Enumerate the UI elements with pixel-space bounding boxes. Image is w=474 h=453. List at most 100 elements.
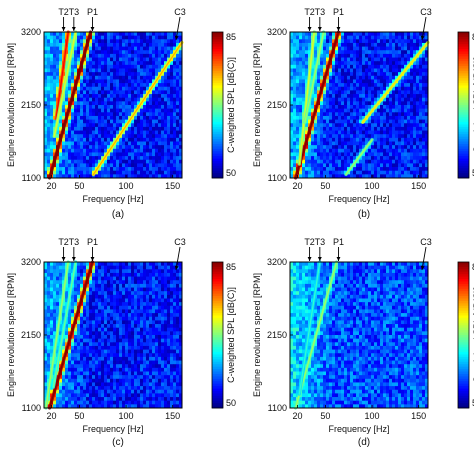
marker-p1: P1: [333, 237, 344, 261]
marker-arrow-head: [61, 26, 66, 31]
marker-t3: T3: [315, 237, 326, 261]
marker-t2: T2: [58, 7, 69, 31]
marker-label: T3: [69, 237, 80, 247]
y-axis-label: Engine revolution speed [RPM]: [6, 43, 16, 167]
colorbar: 50 85 C-weighted SPL [dB(C)]: [211, 261, 236, 409]
order-line-core-3: [52, 261, 77, 388]
order-line-core-2: [298, 31, 315, 165]
marker-label: T2: [58, 237, 69, 247]
marker-t3: T3: [69, 7, 80, 31]
marker-t2: T2: [304, 7, 315, 31]
y-tick-label: 3200: [21, 27, 41, 37]
x-tick-label: 50: [320, 411, 330, 421]
marker-arrow-head: [317, 256, 322, 261]
marker-label: C3: [174, 237, 186, 247]
colorbar-tick-label: 85: [226, 32, 236, 42]
marker-arrow-head: [174, 35, 179, 40]
x-tick-label: 50: [74, 181, 84, 191]
marker-label: T3: [69, 7, 80, 17]
marker-arrow-head: [420, 265, 425, 270]
marker-arrow-head: [61, 256, 66, 261]
order-line-core-4: [92, 41, 183, 176]
colorbar-tick-label: 50: [472, 168, 474, 178]
colorbar-tick-label: 85: [226, 262, 236, 272]
x-tick-label: 100: [365, 411, 380, 421]
colorbar: 50 85 C-weighted SPL [dB(C)]: [457, 31, 474, 179]
panel-b: 20 50 100 150 1100 2150 3200 Frequency [Hz] Engi…: [252, 7, 474, 220]
panel-a: 20 50 100 150 1100 2150 3200 Frequency [Hz] Engi…: [6, 7, 236, 220]
marker-label: T3: [315, 7, 326, 17]
y-tick-label: 3200: [267, 27, 287, 37]
colorbar-label: C-weighted SPL [dB(C)]: [472, 287, 474, 383]
panel-d: 20 50 100 150 1100 2150 3200 Frequency [Hz] Engi…: [252, 237, 474, 448]
marker-t3: T3: [315, 7, 326, 31]
x-axis-label: Frequency [Hz]: [328, 424, 389, 434]
y-axis-label: Engine revolution speed [RPM]: [252, 273, 262, 397]
panel-caption: (b): [358, 209, 370, 220]
marker-p1: P1: [87, 237, 98, 261]
y-tick-label: 3200: [21, 257, 41, 267]
marker-c3: C3: [420, 7, 432, 41]
order-line-core-3: [304, 31, 325, 123]
y-tick-label: 2150: [267, 330, 287, 340]
marker-label: C3: [420, 7, 432, 17]
colorbar-tick-label: 85: [472, 262, 474, 272]
order-line-core-4: [362, 41, 429, 123]
marker-label: P1: [333, 7, 344, 17]
colorbar-label: C-weighted SPL [dB(C)]: [226, 57, 236, 153]
marker-arrow-head: [90, 26, 95, 31]
marker-t2: T2: [304, 237, 315, 261]
marker-arrow-head: [90, 256, 95, 261]
x-tick-label: 20: [292, 181, 302, 191]
colorbar-tick-label: 50: [472, 398, 474, 408]
x-axis-label: Frequency [Hz]: [82, 194, 143, 204]
marker-arrow-head: [71, 256, 76, 261]
marker-label: T3: [315, 237, 326, 247]
heatmap-field: [44, 32, 183, 179]
marker-label: C3: [174, 7, 186, 17]
colorbar-tick-label: 50: [226, 168, 236, 178]
x-tick-label: 100: [119, 411, 134, 421]
colorbar-frame: [211, 31, 224, 179]
y-tick-label: 1100: [22, 403, 41, 413]
order-line-core-1: [48, 261, 94, 409]
marker-t3: T3: [69, 237, 80, 261]
y-tick-label: 2150: [21, 100, 41, 110]
y-tick-label: 1100: [22, 173, 41, 183]
marker-label: T2: [304, 237, 315, 247]
colorbar-frame: [457, 31, 470, 179]
order-line-core-5: [345, 139, 373, 176]
marker-arrow-head: [317, 26, 322, 31]
y-axis-label: Engine revolution speed [RPM]: [6, 273, 16, 397]
marker-label: P1: [87, 237, 98, 247]
order-line-core-2: [55, 31, 69, 120]
colorbar-tick-label: 50: [226, 398, 236, 408]
y-tick-label: 2150: [267, 100, 287, 110]
colorbar-tick-label: 85: [472, 32, 474, 42]
marker-label: P1: [333, 237, 344, 247]
x-axis-label: Frequency [Hz]: [82, 424, 143, 434]
marker-t2: T2: [58, 237, 69, 261]
x-tick-label: 100: [365, 181, 380, 191]
marker-arrow-head: [336, 256, 341, 261]
marker-arrow-head: [307, 256, 312, 261]
order-line-core-2: [45, 261, 69, 409]
order-line-core-1: [294, 31, 340, 179]
order-line-core-3: [53, 31, 77, 137]
marker-label: T2: [304, 7, 315, 17]
marker-label: P1: [87, 7, 98, 17]
marker-c3: C3: [174, 7, 186, 41]
marker-arrow-head: [336, 26, 341, 31]
colorbar-frame: [211, 261, 224, 409]
heatmap-field: [290, 262, 429, 409]
y-tick-label: 2150: [21, 330, 41, 340]
marker-c3: C3: [174, 237, 186, 271]
colorbar-label: C-weighted SPL [dB(C)]: [472, 57, 474, 153]
marker-label: C3: [420, 237, 432, 247]
x-tick-label: 150: [411, 181, 426, 191]
panel-caption: (d): [358, 437, 370, 448]
x-tick-label: 150: [411, 411, 426, 421]
x-tick-label: 150: [165, 181, 180, 191]
panel-caption: (a): [112, 209, 124, 220]
